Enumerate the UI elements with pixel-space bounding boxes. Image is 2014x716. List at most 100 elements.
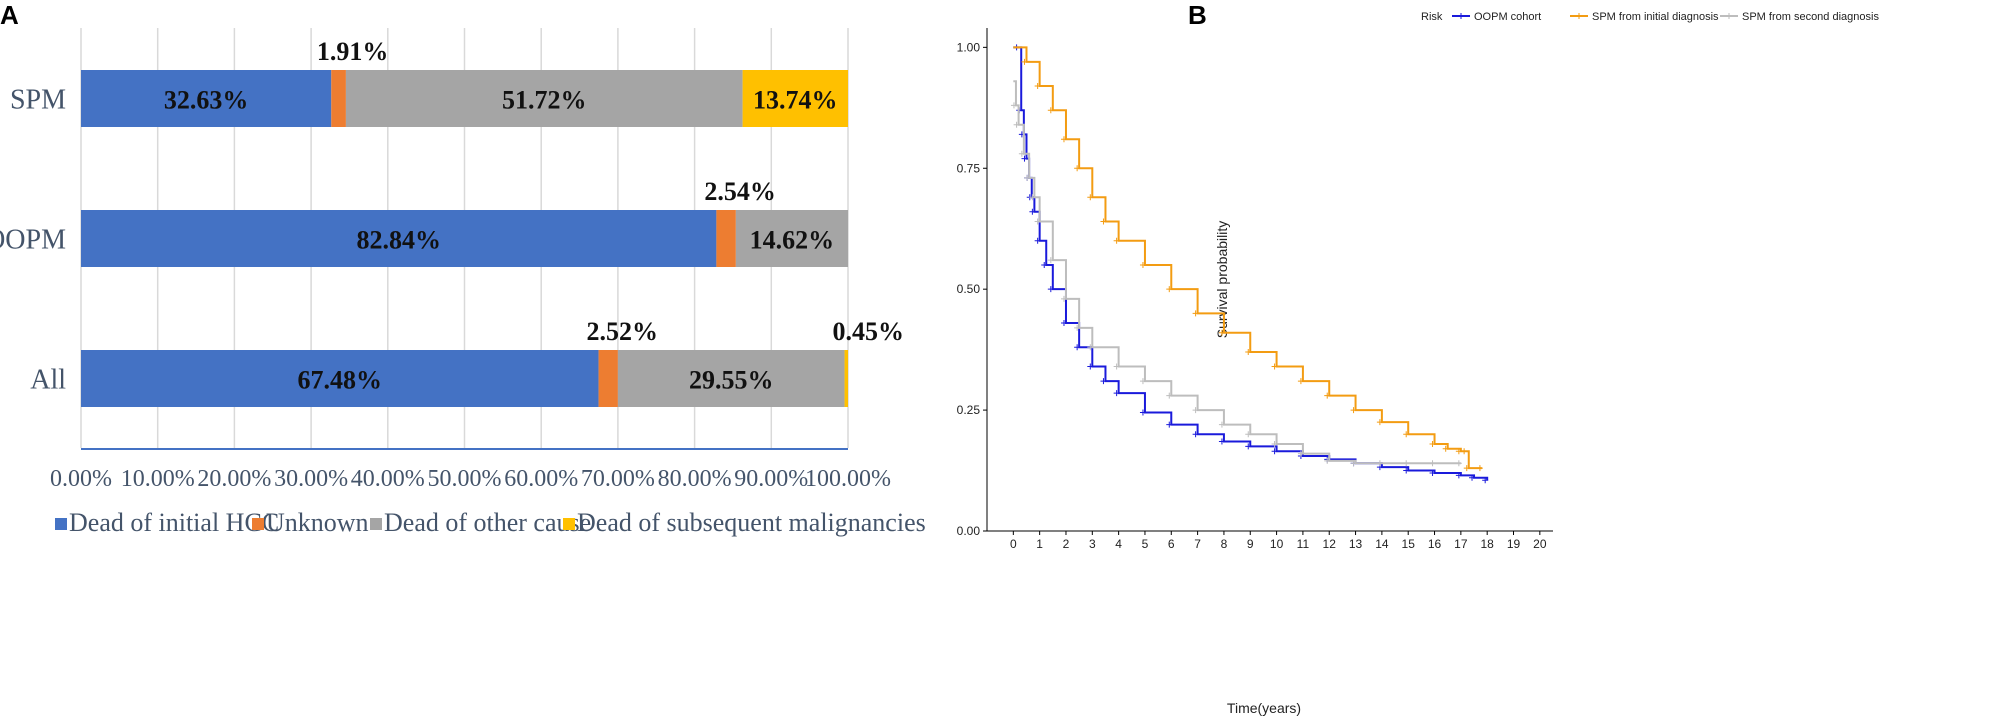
- survival-curve: [1013, 46, 1482, 470]
- data-label: 0.45%: [833, 317, 905, 346]
- x-tick-label: 9: [1247, 537, 1254, 551]
- x-tick-label: 5: [1142, 537, 1149, 551]
- y-tick-label: 1.00: [957, 40, 981, 54]
- censor-mark: [1166, 421, 1173, 428]
- censor-mark: [1218, 421, 1225, 428]
- data-label: 51.72%: [502, 86, 587, 115]
- censor-mark: [1350, 407, 1357, 414]
- censor-mark: [1376, 419, 1383, 426]
- data-label: 2.52%: [586, 317, 658, 346]
- category-label: OOPM: [0, 225, 66, 256]
- censor-mark: [1403, 460, 1410, 467]
- legend-swatch: [252, 518, 264, 530]
- data-label: 82.84%: [356, 226, 441, 255]
- x-tick-label: 7: [1194, 537, 1201, 551]
- bar-segment: [345, 70, 743, 127]
- censor-mark: [1429, 469, 1436, 476]
- censor-mark: [1324, 392, 1331, 399]
- censor-mark: [1041, 261, 1048, 268]
- censor-mark: [1113, 363, 1120, 370]
- legend-swatch: [563, 518, 575, 530]
- x-tick-label: 90.00%: [734, 466, 808, 492]
- censor-mark: [1100, 218, 1107, 225]
- censor-mark: [1018, 150, 1025, 157]
- censor-mark: [1271, 448, 1278, 455]
- bar-segment: [742, 70, 848, 127]
- censor-mark: [1024, 174, 1031, 181]
- censor-mark: [1021, 155, 1028, 162]
- censor-mark: [1047, 257, 1054, 264]
- censor-mark: [1442, 445, 1449, 452]
- survival-curve: [1013, 80, 1461, 465]
- x-tick-label: 6: [1168, 537, 1175, 551]
- x-tick-label: 1: [1036, 537, 1043, 551]
- x-tick-label: 2: [1063, 537, 1070, 551]
- censor-mark: [1429, 440, 1436, 447]
- data-label: 2.54%: [704, 177, 776, 206]
- censor-mark: [1139, 409, 1146, 416]
- censor-mark: [1245, 431, 1252, 438]
- legend-label: SPM from second diagnosis: [1742, 11, 1879, 23]
- panel-b-survival-chart: 0.000.250.500.751.000 1 2 3 4 5 6 7 8 9 10 11 12 13 14…: [957, 11, 1880, 716]
- censor-mark: [1271, 363, 1278, 370]
- censor-mark: [1060, 136, 1067, 143]
- legend-marker: [1726, 13, 1732, 19]
- data-label: 13.74%: [753, 86, 838, 115]
- censor-mark: [1029, 194, 1036, 201]
- x-tick-label: 17: [1454, 537, 1468, 551]
- x-tick-label: 4: [1115, 537, 1122, 551]
- censor-mark: [1455, 460, 1462, 467]
- censor-mark: [1192, 310, 1199, 317]
- x-tick-label: 40.00%: [351, 466, 425, 492]
- y-tick-label: 0.00: [957, 524, 981, 538]
- bar-segment: [81, 210, 717, 267]
- censor-mark: [1166, 286, 1173, 293]
- x-tick-label: 3: [1089, 537, 1096, 551]
- legend-title: Risk: [1421, 11, 1443, 23]
- x-tick-label: 70.00%: [581, 466, 655, 492]
- x-tick-label: 12: [1323, 537, 1337, 551]
- censor-mark: [1139, 261, 1146, 268]
- censor-mark: [1192, 431, 1199, 438]
- legend-swatch: [55, 518, 67, 530]
- censor-mark: [1113, 390, 1120, 397]
- censor-mark: [1350, 460, 1357, 467]
- censor-mark: [1469, 474, 1476, 481]
- censor-mark: [1463, 465, 1470, 472]
- x-tick-label: 19: [1507, 537, 1521, 551]
- censor-mark: [1245, 443, 1252, 450]
- x-tick-label: 0.00%: [50, 466, 112, 492]
- panel-b-label: B: [1188, 0, 1207, 30]
- bar-segment: [735, 210, 848, 267]
- legend-marker: [1576, 13, 1582, 19]
- y-tick-label: 0.75: [957, 161, 981, 175]
- x-tick-label: 15: [1402, 537, 1416, 551]
- x-tick-label: 100.00%: [805, 466, 891, 492]
- censor-mark: [1482, 477, 1489, 484]
- category-label: SPM: [10, 85, 66, 116]
- legend-label: Unknown: [266, 508, 369, 537]
- legend-label: OOPM cohort: [1474, 11, 1541, 23]
- survival-curve: [1013, 46, 1489, 481]
- censor-mark: [1060, 320, 1067, 327]
- censor-mark: [1429, 460, 1436, 467]
- censor-mark: [1476, 465, 1483, 472]
- censor-mark: [1403, 467, 1410, 474]
- censor-mark: [1455, 448, 1462, 455]
- censor-mark: [1297, 378, 1304, 385]
- x-tick-label: 18: [1481, 537, 1495, 551]
- censor-mark: [1034, 83, 1041, 90]
- censor-mark: [1218, 438, 1225, 445]
- bar-segment: [716, 210, 736, 267]
- censor-mark: [1297, 450, 1304, 457]
- data-label: 32.63%: [164, 86, 249, 115]
- x-tick-label: 50.00%: [428, 466, 502, 492]
- censor-mark: [1455, 472, 1462, 479]
- category-label: All: [30, 365, 66, 396]
- censor-mark: [1461, 448, 1468, 455]
- x-tick-label: 80.00%: [658, 466, 732, 492]
- censor-mark: [1271, 440, 1278, 447]
- censor-mark: [1010, 102, 1017, 109]
- censor-mark: [1074, 344, 1081, 351]
- x-tick-label: 10.00%: [121, 466, 195, 492]
